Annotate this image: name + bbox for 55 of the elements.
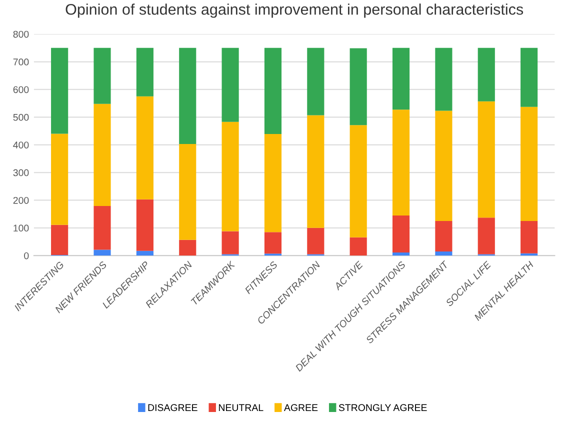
y-tick-label: 0 xyxy=(24,252,29,260)
y-tick-label: 400 xyxy=(13,142,29,148)
y-tick-label: 500 xyxy=(13,114,29,121)
bar xyxy=(264,232,282,254)
bar xyxy=(392,48,410,110)
y-tick-label: 800 xyxy=(13,30,29,38)
bar xyxy=(520,48,538,107)
bar xyxy=(94,104,111,206)
bar xyxy=(392,215,410,253)
bar xyxy=(478,218,495,254)
bar xyxy=(136,48,154,96)
y-tick-label: 100 xyxy=(14,224,29,232)
bar xyxy=(520,253,538,256)
bar xyxy=(179,240,196,256)
bar xyxy=(350,48,367,126)
legend-label: DISAGREE xyxy=(148,404,198,412)
bar xyxy=(179,48,196,144)
bar xyxy=(94,48,111,104)
bar xyxy=(179,144,196,240)
bar xyxy=(51,224,68,256)
bar xyxy=(307,115,324,228)
bar xyxy=(136,96,154,200)
bar xyxy=(435,48,452,111)
bar xyxy=(222,231,239,254)
bar xyxy=(222,122,239,232)
bar xyxy=(435,220,452,252)
bar xyxy=(307,48,324,116)
y-tick-label: 700 xyxy=(13,58,29,66)
bar xyxy=(478,48,495,102)
bar xyxy=(307,228,324,254)
y-tick-label: 200 xyxy=(13,196,29,204)
y-tick-label: 600 xyxy=(13,86,29,94)
legend-label: AGREE xyxy=(284,404,318,412)
bar xyxy=(51,134,68,225)
y-tick-label: 300 xyxy=(13,169,29,176)
bar xyxy=(136,250,154,256)
chart-title: Opinion of students against improvement in personal characteristics xyxy=(66,4,524,18)
bar xyxy=(350,125,367,238)
bar xyxy=(350,237,367,256)
legend-label: NEUTRAL xyxy=(218,404,264,412)
bar xyxy=(94,206,111,250)
bar xyxy=(51,48,68,134)
bar xyxy=(264,48,282,134)
bar xyxy=(392,110,410,216)
bar xyxy=(520,106,538,221)
bar xyxy=(136,199,154,251)
legend-label: STRONGLY AGREE xyxy=(338,404,427,412)
bar xyxy=(520,220,538,254)
bar xyxy=(392,252,410,256)
bar xyxy=(94,250,111,256)
bar xyxy=(435,110,452,221)
bar xyxy=(478,101,495,218)
bar xyxy=(264,134,282,232)
bar xyxy=(222,48,239,122)
bar xyxy=(435,251,452,256)
